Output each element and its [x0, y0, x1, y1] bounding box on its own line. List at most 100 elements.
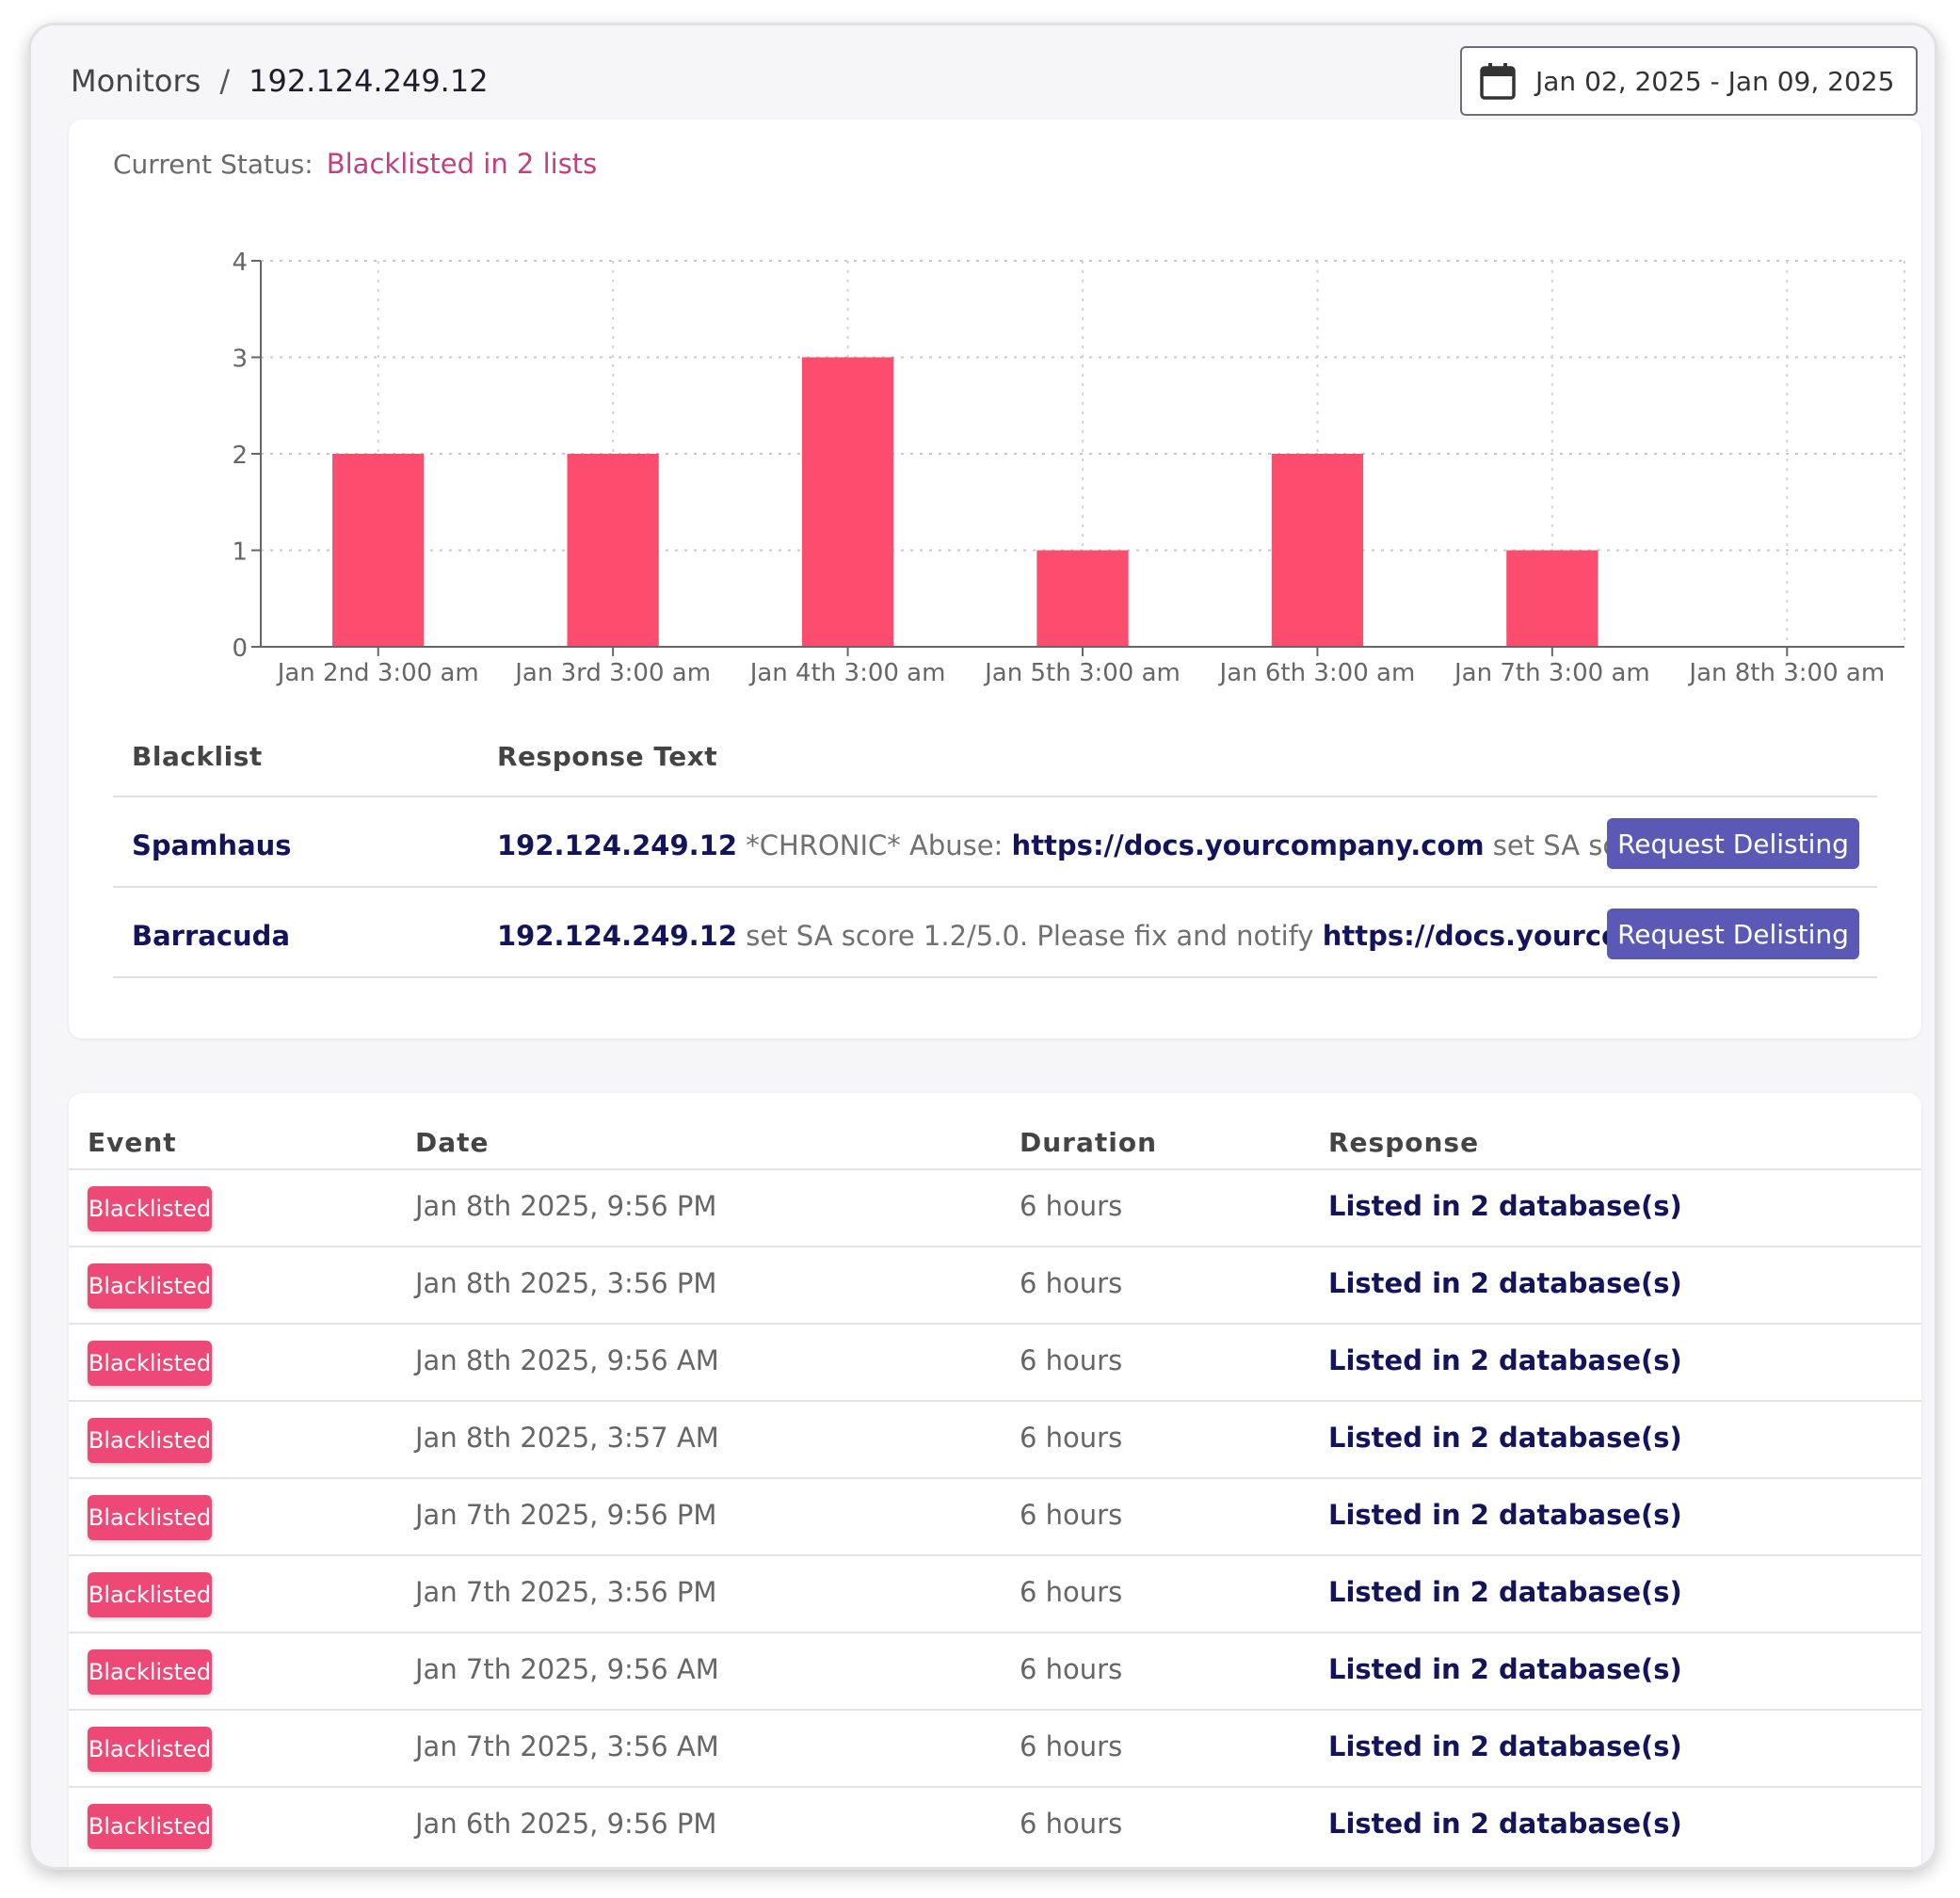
status-badge: Blacklisted	[88, 1572, 212, 1617]
event-date: Jan 8th 2025, 9:56 PM	[415, 1190, 717, 1222]
status-label: Current Status:	[113, 149, 313, 180]
event-duration: 6 hours	[1020, 1730, 1123, 1762]
y-tick-label: 4	[232, 249, 248, 277]
y-tick-label: 2	[232, 442, 248, 470]
divider	[69, 1477, 1921, 1479]
response-text-part: *CHRONIC* Abuse:	[737, 829, 1012, 861]
x-tick-label: Jan 2nd 3:00 am	[276, 659, 479, 687]
event-date: Jan 7th 2025, 3:56 AM	[415, 1730, 719, 1762]
divider	[113, 796, 1877, 797]
x-tick-label: Jan 5th 3:00 am	[983, 659, 1181, 687]
response-link[interactable]: Listed in 2 database(s)	[1328, 1808, 1682, 1840]
y-tick-label: 3	[232, 346, 248, 374]
y-tick-label: 0	[232, 635, 248, 663]
status-badge: Blacklisted	[88, 1495, 212, 1540]
divider	[113, 976, 1877, 978]
divider	[69, 1246, 1921, 1247]
divider	[69, 1168, 1921, 1170]
event-date: Jan 8th 2025, 3:57 AM	[415, 1422, 719, 1454]
calendar-icon	[1480, 63, 1516, 100]
bar	[1271, 454, 1364, 647]
divider	[69, 1786, 1921, 1788]
bar	[1506, 550, 1599, 647]
blacklist-name[interactable]: Spamhaus	[132, 829, 292, 861]
table-row: Blacklisted Jan 7th 2025, 3:56 PM 6 hour…	[69, 1554, 1921, 1632]
event-duration: 6 hours	[1020, 1653, 1123, 1685]
response-link[interactable]: Listed in 2 database(s)	[1328, 1653, 1682, 1685]
response-link[interactable]: Listed in 2 database(s)	[1328, 1267, 1682, 1299]
response-link[interactable]: Listed in 2 database(s)	[1328, 1499, 1682, 1531]
bar	[332, 454, 425, 647]
status-value: Blacklisted in 2 lists	[326, 148, 598, 180]
status-badge: Blacklisted	[88, 1341, 212, 1386]
event-duration: 6 hours	[1020, 1808, 1123, 1840]
divider	[69, 1554, 1921, 1556]
date-range-picker[interactable]: Jan 02, 2025 - Jan 09, 2025	[1460, 46, 1918, 116]
current-status: Current Status: Blacklisted in 2 lists	[113, 148, 597, 180]
breadcrumb-separator: /	[219, 63, 231, 99]
bar	[1036, 550, 1129, 647]
y-tick-label: 1	[232, 539, 248, 567]
events-card: Event Date Duration Response Blacklisted…	[69, 1093, 1921, 1867]
status-badge: Blacklisted	[88, 1804, 212, 1849]
table-row: Blacklisted Jan 8th 2025, 9:56 AM 6 hour…	[69, 1323, 1921, 1400]
event-duration: 6 hours	[1020, 1499, 1123, 1531]
divider	[113, 886, 1877, 888]
ip-link[interactable]: 192.124.249.12	[497, 829, 738, 861]
table-row: Blacklisted Jan 7th 2025, 9:56 PM 6 hour…	[69, 1477, 1921, 1554]
response-link[interactable]: Listed in 2 database(s)	[1328, 1190, 1682, 1222]
response-link[interactable]: Listed in 2 database(s)	[1328, 1344, 1682, 1376]
x-tick-label: Jan 7th 3:00 am	[1453, 659, 1650, 687]
event-date: Jan 6th 2025, 9:56 PM	[415, 1808, 717, 1840]
bar	[801, 357, 894, 647]
divider	[69, 1632, 1921, 1633]
event-date: Jan 7th 2025, 9:56 PM	[415, 1499, 717, 1531]
event-duration: 6 hours	[1020, 1576, 1123, 1608]
event-duration: 6 hours	[1020, 1267, 1123, 1299]
x-tick-label: Jan 3rd 3:00 am	[513, 659, 711, 687]
response-link[interactable]: Listed in 2 database(s)	[1328, 1422, 1682, 1454]
docs-link[interactable]: https://docs.yourcompany.com	[1011, 829, 1485, 861]
response-text: 192.124.249.12 set SA score 1.2/5.0. Ple…	[497, 920, 1795, 952]
app-window: Monitors / 192.124.249.12 Jan 02, 2025 - J…	[28, 23, 1937, 1870]
blacklist-bar-chart: 0 1 2 3 4 Jan 2nd 3:00 am Jan 3rd 3:00 am Jan 4…	[232, 249, 1905, 687]
status-badge: Blacklisted	[88, 1727, 212, 1772]
column-header-response: Response	[1328, 1127, 1480, 1158]
breadcrumb-monitors-link[interactable]: Monitors	[71, 63, 201, 99]
status-badge: Blacklisted	[88, 1649, 212, 1695]
status-badge: Blacklisted	[88, 1418, 212, 1463]
response-text-part: set SA score 1.2/5.0. Please fix and not…	[737, 920, 1323, 952]
event-duration: 6 hours	[1020, 1190, 1123, 1222]
ip-link[interactable]: 192.124.249.12	[497, 920, 738, 952]
breadcrumb-current: 192.124.249.12	[249, 63, 489, 99]
status-badge: Blacklisted	[88, 1263, 212, 1309]
status-badge: Blacklisted	[88, 1186, 212, 1231]
x-tick-label: Jan 4th 3:00 am	[748, 659, 946, 687]
bar	[567, 454, 659, 647]
divider	[69, 1400, 1921, 1402]
overview-card: Current Status: Blacklisted in 2 lists 0 1…	[69, 120, 1921, 1038]
table-row: Blacklisted Jan 6th 2025, 9:56 PM 6 hour…	[69, 1786, 1921, 1863]
request-delisting-button[interactable]: Request Delisting	[1607, 818, 1859, 869]
column-header-blacklist: Blacklist	[132, 741, 263, 772]
column-header-event: Event	[88, 1127, 177, 1158]
date-range-label: Jan 02, 2025 - Jan 09, 2025	[1535, 65, 1895, 97]
table-row: Blacklisted Jan 7th 2025, 9:56 AM 6 hour…	[69, 1632, 1921, 1709]
x-tick-label: Jan 6th 3:00 am	[1218, 659, 1416, 687]
response-link[interactable]: Listed in 2 database(s)	[1328, 1576, 1682, 1608]
divider	[69, 1709, 1921, 1711]
table-row: Blacklisted Jan 8th 2025, 9:56 PM 6 hour…	[69, 1168, 1921, 1246]
table-row: Blacklisted Jan 8th 2025, 3:57 AM 6 hour…	[69, 1400, 1921, 1477]
table-row: Blacklisted Jan 7th 2025, 3:56 AM 6 hour…	[69, 1709, 1921, 1786]
response-link[interactable]: Listed in 2 database(s)	[1328, 1730, 1682, 1762]
event-duration: 6 hours	[1020, 1422, 1123, 1454]
request-delisting-button[interactable]: Request Delisting	[1607, 909, 1859, 959]
table-row: Blacklisted Jan 8th 2025, 3:56 PM 6 hour…	[69, 1246, 1921, 1323]
x-tick-label: Jan 8th 3:00 am	[1687, 659, 1885, 687]
event-date: Jan 8th 2025, 9:56 AM	[415, 1344, 719, 1376]
blacklist-name[interactable]: Barracuda	[132, 920, 291, 952]
divider	[69, 1323, 1921, 1325]
event-date: Jan 8th 2025, 3:56 PM	[415, 1267, 717, 1299]
breadcrumb: Monitors / 192.124.249.12	[71, 63, 489, 99]
response-text: 192.124.249.12 *CHRONIC* Abuse: https://…	[497, 829, 1766, 861]
